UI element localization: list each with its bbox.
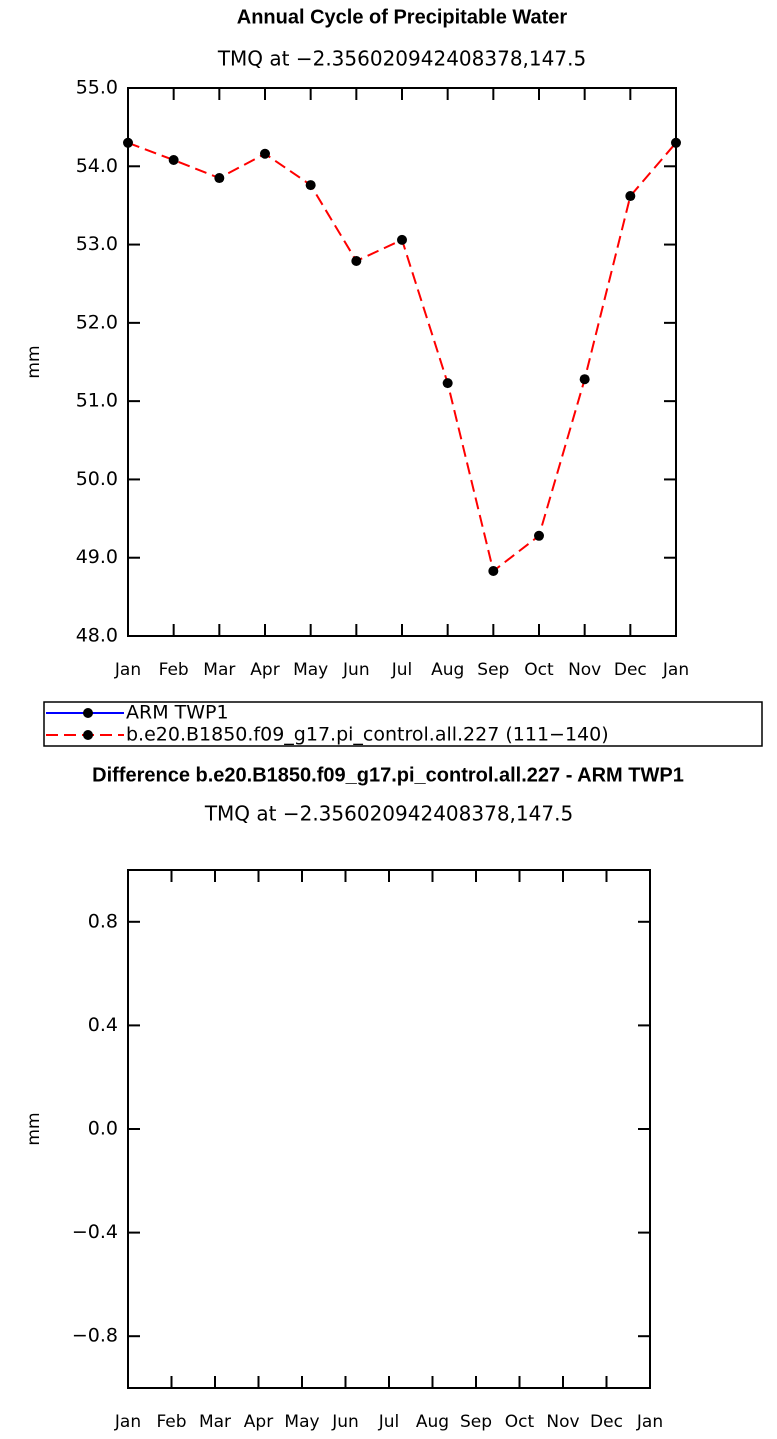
x-tick-label: Sep — [460, 1412, 492, 1432]
y-tick-label: 0.0 — [88, 1118, 118, 1140]
x-tick-label: Jan — [114, 1412, 141, 1432]
x-tick-label: Oct — [524, 660, 554, 680]
chart-subtitle: TMQ at −2.356020942408378,147.5 — [217, 47, 586, 71]
legend-marker — [83, 730, 93, 740]
x-tick-label: Nov — [568, 660, 601, 680]
y-tick-label: 48.0 — [76, 625, 118, 647]
x-tick-label: Dec — [590, 1412, 623, 1432]
x-tick-label: Jan — [636, 1412, 663, 1432]
x-tick-label: Feb — [156, 1412, 186, 1432]
x-tick-label: Aug — [431, 660, 464, 680]
x-tick-label: Feb — [159, 660, 189, 680]
plot-frame — [127, 869, 651, 1389]
data-point — [397, 234, 407, 245]
x-tick-label: May — [293, 660, 328, 680]
data-point — [625, 191, 636, 202]
legend-label: b.e20.B1850.f09_g17.pi_control.all.227 (… — [126, 724, 609, 746]
data-point — [488, 566, 499, 577]
y-tick-label: 54.0 — [76, 155, 118, 177]
x-tick-label: Jun — [342, 660, 370, 680]
data-point — [123, 137, 133, 148]
x-tick-label: Jan — [662, 660, 689, 680]
data-point — [260, 148, 270, 159]
x-tick-label: Mar — [203, 660, 235, 680]
data-point — [168, 155, 179, 166]
plot-frame — [127, 87, 677, 637]
y-tick-label: 55.0 — [76, 77, 118, 99]
data-point — [579, 374, 590, 385]
x-tick-label: Jun — [331, 1412, 359, 1432]
chart-subtitle: TMQ at −2.356020942408378,147.5 — [204, 802, 573, 826]
x-tick-label: Oct — [505, 1412, 535, 1432]
y-axis-label: mm — [24, 1112, 44, 1145]
x-tick-label: Jul — [391, 660, 413, 680]
y-tick-label: 51.0 — [76, 390, 118, 412]
y-tick-label: 49.0 — [76, 546, 118, 568]
legend-marker — [83, 708, 93, 718]
x-tick-label: Sep — [477, 660, 509, 680]
x-tick-label: Aug — [416, 1412, 449, 1432]
legend-label: ARM TWP1 — [126, 702, 229, 724]
data-point — [671, 137, 681, 148]
y-tick-label: 53.0 — [76, 233, 118, 255]
y-axis-label: mm — [24, 345, 44, 378]
x-tick-label: Nov — [546, 1412, 579, 1432]
y-tick-label: −0.4 — [72, 1221, 118, 1243]
data-point — [351, 256, 362, 267]
chart-title: Difference b.e20.B1850.f09_g17.pi_contro… — [92, 764, 684, 786]
legend-box — [43, 701, 763, 747]
series-line — [127, 141, 677, 573]
y-tick-label: −0.8 — [72, 1325, 118, 1347]
data-point — [442, 378, 453, 389]
data-point — [305, 180, 316, 191]
data-point — [534, 530, 544, 541]
x-tick-label: Mar — [199, 1412, 231, 1432]
y-tick-label: 52.0 — [76, 311, 118, 333]
chart-title: Annual Cycle of Precipitable Water — [237, 6, 568, 28]
y-tick-label: 0.8 — [88, 910, 118, 932]
data-point — [214, 173, 225, 184]
x-tick-label: May — [284, 1412, 319, 1432]
x-tick-label: Dec — [614, 660, 647, 680]
y-tick-label: 0.4 — [88, 1014, 118, 1036]
x-tick-label: Apr — [250, 660, 279, 680]
x-tick-label: Jul — [378, 1412, 400, 1432]
y-tick-label: 50.0 — [76, 468, 118, 490]
x-tick-label: Apr — [244, 1412, 273, 1432]
x-tick-label: Jan — [114, 660, 141, 680]
